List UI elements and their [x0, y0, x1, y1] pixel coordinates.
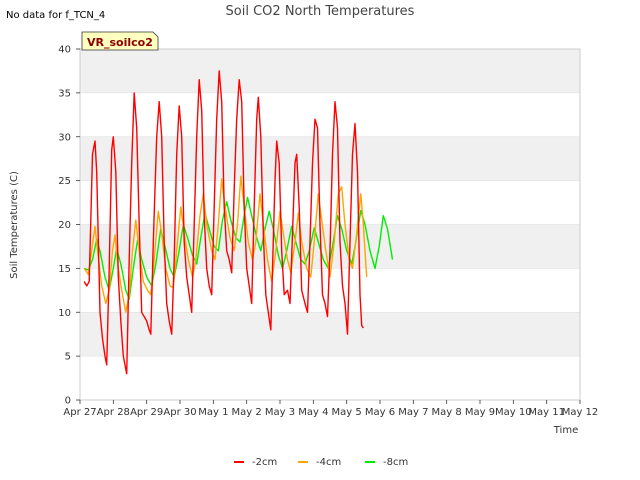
legend: -2cm -4cm -8cm [234, 457, 408, 468]
x-tick-label: May 7 [398, 407, 428, 418]
x-tick-label: May 5 [332, 407, 362, 418]
x-tick-label: May 2 [232, 407, 262, 418]
x-tick-label: May 1 [198, 407, 228, 418]
x-tick-label: May 6 [365, 407, 395, 418]
x-tick-label: May 10 [495, 407, 532, 418]
background-band [80, 356, 580, 400]
x-tick-label: Apr 28 [97, 407, 130, 418]
x-tick-label: Apr 27 [63, 407, 96, 418]
series-line-2cm [83, 70, 364, 375]
no-data-message: No data for f_TCN_4 [6, 10, 105, 21]
legend-label: -4cm [316, 457, 341, 468]
x-tick-label: May 4 [298, 407, 328, 418]
x-tick-label: May 11 [528, 407, 565, 418]
station-badge-label: VR_soilco2 [87, 36, 153, 49]
x-tick-label: May 9 [465, 407, 495, 418]
y-tick-label: 40 [58, 45, 71, 56]
y-tick-label: 10 [58, 308, 71, 319]
legend-label: -2cm [252, 457, 277, 468]
x-tick-label: Apr 30 [163, 407, 196, 418]
y-tick-label: 25 [58, 176, 71, 187]
background-band [80, 49, 580, 93]
y-tick-label: 0 [65, 396, 71, 407]
station-badge: VR_soilco2 [81, 31, 159, 51]
x-tick-label: Apr 29 [130, 407, 163, 418]
y-axis-ticks: 0 5 10 15 20 25 30 35 40 [58, 45, 80, 407]
series-layer [83, 70, 394, 375]
y-tick-label: 20 [58, 220, 71, 231]
legend-label: -8cm [383, 457, 408, 468]
y-tick-label: 30 [58, 132, 71, 143]
y-axis-label: Soil Temperatures (C) [9, 171, 20, 279]
x-tick-label: May 8 [432, 407, 462, 418]
x-tick-label: May 3 [265, 407, 295, 418]
y-tick-label: 15 [58, 264, 71, 275]
x-tick-label: May 12 [562, 407, 599, 418]
x-axis-label: Time [553, 425, 578, 436]
y-tick-label: 35 [58, 88, 71, 99]
background-band [80, 312, 580, 357]
background-band [80, 136, 580, 181]
y-tick-label: 5 [65, 352, 71, 363]
background-band [80, 92, 580, 137]
chart-title: Soil CO2 North Temperatures [226, 4, 415, 19]
station-badge-box [81, 31, 159, 51]
